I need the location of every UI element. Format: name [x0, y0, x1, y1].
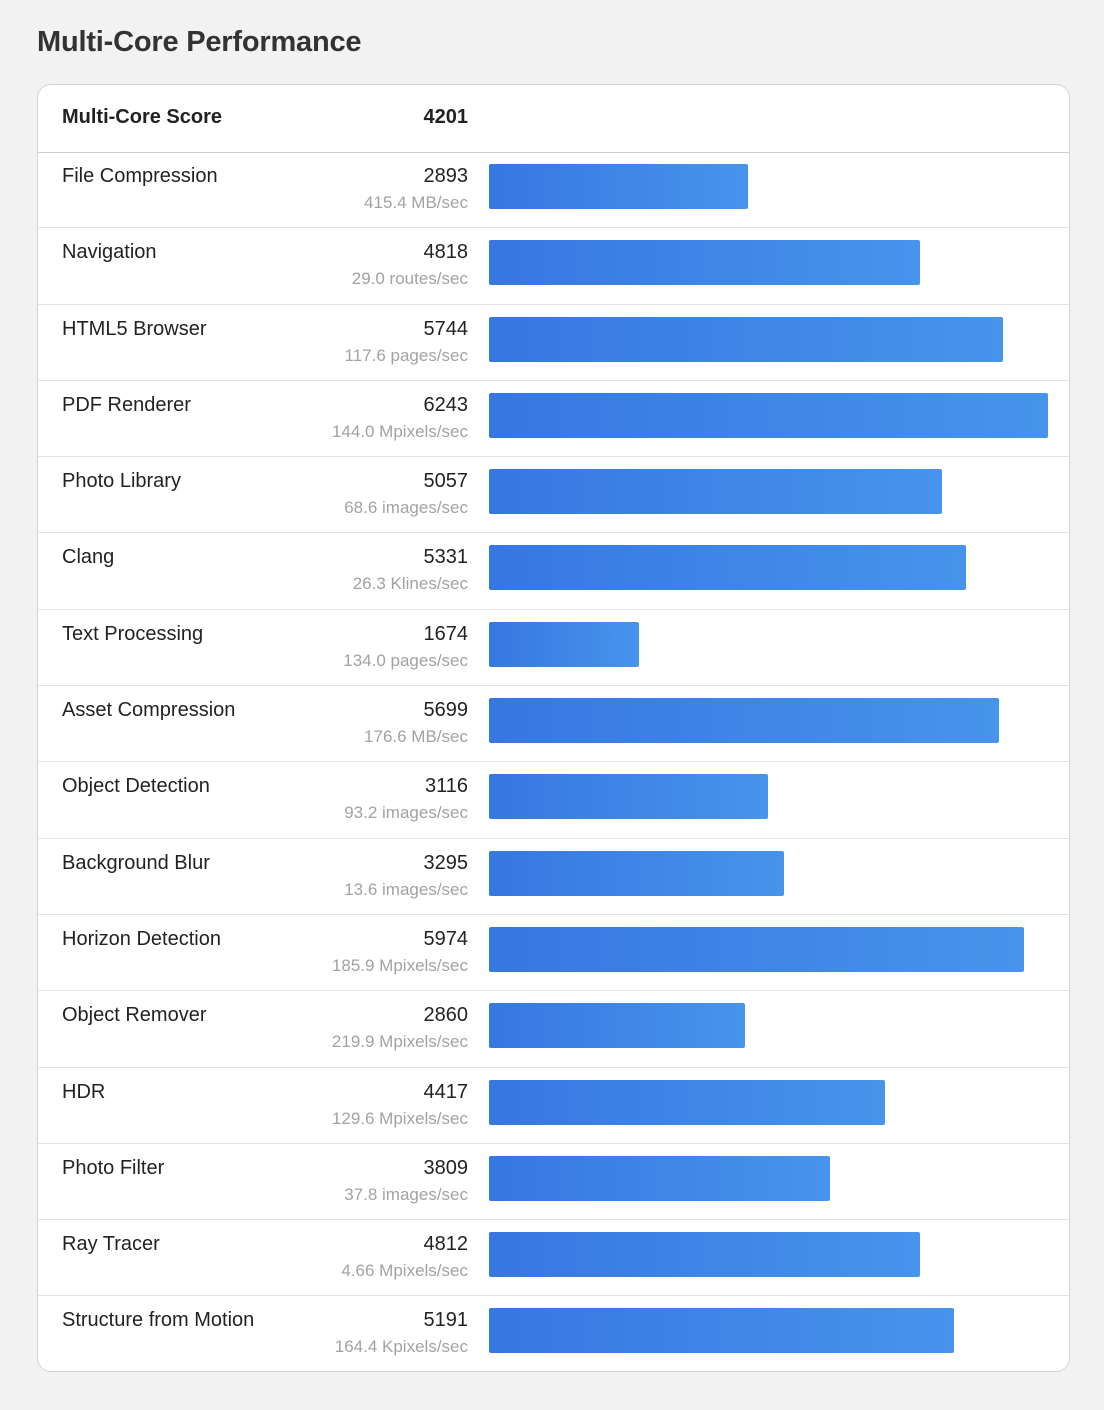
benchmark-rate: 37.8 images/sec: [344, 1184, 468, 1204]
benchmark-bar: [489, 164, 748, 209]
benchmark-row: Structure from Motion 5191 164.4 Kpixels/s…: [38, 1296, 1069, 1371]
benchmark-rate: 4.66 Mpixels/sec: [341, 1261, 468, 1281]
benchmark-row: Asset Compression 5699 176.6 MB/sec: [38, 686, 1069, 763]
benchmark-name: Object Detection: [62, 775, 210, 798]
benchmark-rate: 93.2 images/sec: [344, 803, 468, 823]
benchmark-row: Photo Filter 3809 37.8 images/sec: [38, 1144, 1069, 1221]
benchmark-name: Clang: [62, 546, 115, 569]
benchmark-rate: 68.6 images/sec: [344, 498, 468, 518]
benchmark-row: HTML5 Browser 5744 117.6 pages/sec: [38, 305, 1069, 381]
benchmark-bar: [489, 1079, 885, 1125]
benchmark-name: HDR: [62, 1080, 106, 1103]
benchmark-bar: [489, 926, 1024, 972]
benchmark-name: Asset Compression: [62, 699, 236, 722]
benchmark-name: Photo Library: [62, 470, 181, 493]
benchmark-bar: [489, 392, 1048, 438]
benchmark-rate: 185.9 Mpixels/sec: [331, 955, 468, 975]
multi-core-score-value: 4201: [423, 106, 469, 128]
benchmark-score: 4417: [423, 1080, 469, 1103]
benchmark-row: Text Processing 1674 134.0 pages/sec: [38, 610, 1069, 687]
benchmark-bar: [489, 316, 1004, 362]
benchmark-name: PDF Renderer: [62, 393, 191, 416]
benchmark-bar: [489, 621, 639, 667]
benchmark-rate: 144.0 Mpixels/sec: [331, 421, 468, 441]
benchmark-bar: [489, 545, 967, 591]
benchmark-row: File Compression 2893 415.4 MB/sec: [38, 152, 1069, 229]
benchmark-rate: 29.0 routes/sec: [351, 269, 468, 289]
benchmark-score: 5744: [423, 317, 469, 340]
page-title: Multi-Core Performance: [37, 26, 362, 58]
benchmark-bar: [489, 469, 942, 515]
benchmark-rate: 176.6 MB/sec: [364, 727, 468, 747]
benchmark-score: 5699: [423, 699, 469, 722]
benchmark-score: 5331: [423, 546, 469, 569]
benchmark-score: 5057: [423, 470, 469, 493]
benchmark-score: 5974: [423, 927, 469, 950]
benchmark-score: 5191: [423, 1309, 469, 1332]
benchmark-row: Horizon Detection 5974 185.9 Mpixels/sec: [38, 915, 1069, 992]
benchmark-name: Object Remover: [62, 1004, 207, 1027]
benchmark-row: Object Detection 3116 93.2 images/sec: [38, 762, 1069, 839]
benchmark-score: 6243: [423, 393, 469, 416]
benchmark-rate: 164.4 Kpixels/sec: [334, 1337, 468, 1357]
benchmark-score: 4812: [423, 1233, 469, 1256]
benchmark-rate: 415.4 MB/sec: [364, 193, 468, 212]
benchmark-name: Photo Filter: [62, 1156, 165, 1179]
benchmark-rows: File Compression 2893 415.4 MB/sec Navigati…: [38, 152, 1069, 1371]
benchmark-name: HTML5 Browser: [62, 317, 207, 340]
benchmark-row: Photo Library 5057 68.6 images/sec: [38, 457, 1069, 534]
benchmark-rate: 117.6 pages/sec: [344, 345, 469, 365]
benchmark-rate: 13.6 images/sec: [344, 879, 468, 899]
multi-core-score-label: Multi-Core Score: [62, 106, 223, 128]
benchmark-name: File Compression: [62, 165, 218, 187]
benchmark-row: Clang 5331 26.3 Klines/sec: [38, 533, 1069, 610]
benchmark-row: Background Blur 3295 13.6 images/sec: [38, 839, 1069, 915]
benchmark-bar: [489, 1232, 920, 1278]
benchmark-score: 1674: [423, 622, 469, 645]
benchmark-score: 2893: [423, 165, 469, 187]
benchmark-score: 3295: [423, 851, 469, 874]
benchmark-row: Ray Tracer 4812 4.66 Mpixels/sec: [38, 1220, 1069, 1297]
benchmark-bar: [489, 774, 768, 820]
benchmark-score: 3809: [423, 1156, 469, 1179]
benchmark-bar: [489, 240, 921, 286]
benchmark-row: PDF Renderer 6243 144.0 Mpixels/sec: [38, 381, 1069, 458]
benchmark-name: Structure from Motion: [62, 1309, 255, 1332]
benchmark-bar: [489, 850, 784, 896]
benchmark-score: 4818: [423, 241, 469, 264]
benchmark-row: Object Remover 2860 219.9 Mpixels/sec: [38, 991, 1069, 1068]
multi-core-score-row: Multi-Core Score 4201: [38, 85, 1069, 153]
benchmark-score: 3116: [424, 775, 468, 798]
benchmark-rate: 219.9 Mpixels/sec: [331, 1032, 468, 1052]
benchmark-bar: [489, 1155, 831, 1201]
benchmark-rate: 26.3 Klines/sec: [352, 574, 468, 594]
benchmark-name: Horizon Detection: [62, 927, 221, 950]
benchmark-bar: [489, 1308, 954, 1354]
benchmark-name: Background Blur: [62, 851, 210, 874]
benchmark-rate: 129.6 Mpixels/sec: [331, 1108, 468, 1128]
benchmark-name: Ray Tracer: [62, 1233, 160, 1256]
benchmark-rate: 134.0 pages/sec: [343, 650, 468, 670]
benchmark-bar: [489, 1003, 746, 1049]
benchmark-row: HDR 4417 129.6 Mpixels/sec: [38, 1068, 1069, 1144]
benchmark-bar: [489, 698, 1000, 744]
benchmark-row: Navigation 4818 29.0 routes/sec: [38, 228, 1069, 305]
benchmark-name: Text Processing: [62, 622, 204, 645]
benchmark-name: Navigation: [62, 241, 157, 264]
results-panel: Multi-Core Score 4201 File Compression 28…: [37, 84, 1070, 1372]
benchmark-score: 2860: [423, 1004, 469, 1027]
